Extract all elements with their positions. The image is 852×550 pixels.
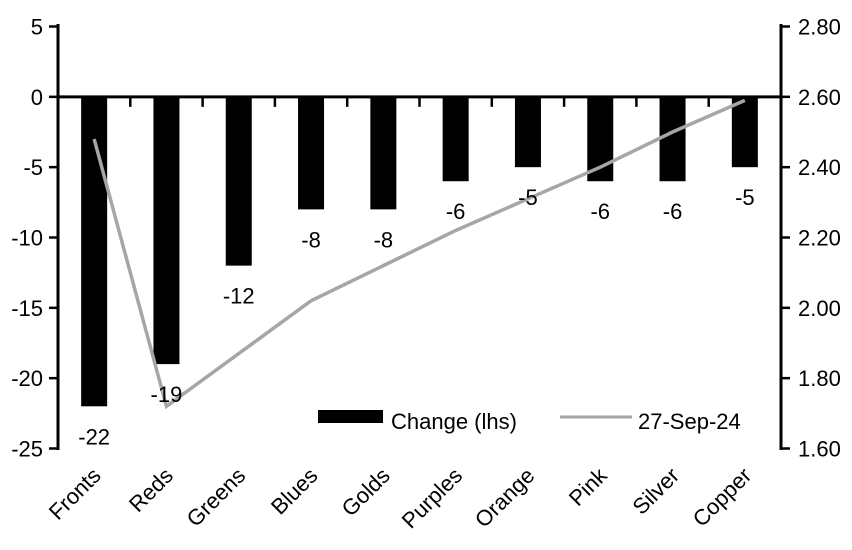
right-axis-tick-label: 2.80 — [798, 15, 841, 40]
left-axis-tick-label: 5 — [31, 15, 43, 40]
right-axis-tick-label: 2.60 — [798, 85, 841, 110]
legend-label-bar: Change (lhs) — [391, 409, 517, 434]
right-axis-tick-label: 1.80 — [798, 366, 841, 391]
category-label: Orange — [470, 463, 540, 533]
left-axis-tick-label: 0 — [31, 85, 43, 110]
left-axis-tick-label: -20 — [11, 366, 43, 391]
category-label: Silver — [628, 463, 685, 520]
bar-value-label: -5 — [735, 185, 755, 210]
bar-value-label: -22 — [78, 424, 110, 449]
category-label: Fronts — [44, 463, 106, 525]
category-label: Reds — [124, 463, 178, 517]
left-axis-tick-label: -15 — [11, 296, 43, 321]
bar — [731, 96, 758, 168]
category-label: Golds — [337, 463, 395, 521]
category-label: Blues — [266, 463, 323, 520]
bar — [225, 96, 252, 266]
right-axis-tick-label: 1.60 — [798, 437, 841, 462]
category-label: Pink — [564, 462, 613, 511]
bar — [370, 96, 397, 210]
bar — [514, 96, 541, 168]
bar-value-label: -6 — [590, 199, 610, 224]
bar — [298, 96, 325, 210]
bar-value-label: -8 — [374, 227, 394, 252]
right-axis-tick-label: 2.40 — [798, 155, 841, 180]
bar — [153, 96, 180, 365]
category-label: Copper — [688, 463, 757, 532]
bar-value-label: -5 — [518, 185, 538, 210]
legend-swatch-bar — [318, 410, 383, 423]
left-axis-tick-label: -5 — [23, 155, 43, 180]
bar-value-label: -12 — [223, 284, 255, 309]
category-label: Purples — [397, 463, 467, 533]
bar-value-label: -6 — [446, 199, 466, 224]
bar-value-label: -19 — [151, 382, 183, 407]
bar-value-label: -8 — [301, 227, 321, 252]
bar — [81, 96, 108, 407]
legend-label-line: 27-Sep-24 — [638, 409, 741, 434]
left-axis-tick-label: -25 — [11, 437, 43, 462]
right-axis-tick-label: 2.00 — [798, 296, 841, 321]
category-label: Greens — [182, 463, 251, 532]
bar — [442, 96, 469, 182]
left-axis-tick-label: -10 — [11, 226, 43, 251]
right-axis-tick-label: 2.20 — [798, 226, 841, 251]
bar — [659, 96, 686, 182]
series-line — [92, 98, 746, 410]
bar-value-label: -6 — [663, 199, 683, 224]
